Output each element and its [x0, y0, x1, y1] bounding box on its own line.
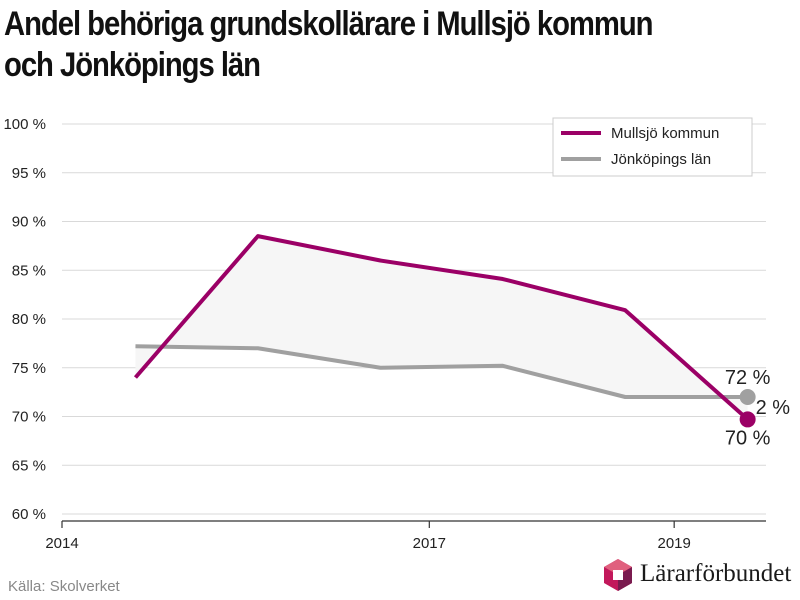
- gridlines: 60 % 65 % 70 % 75 % 80 % 85 % 90 % 95 % 100 %: [3, 116, 766, 523]
- y-tick-label: 100 %: [3, 116, 46, 133]
- chart-title: Andel behöriga grundskollärare i Mullsjö…: [4, 5, 654, 84]
- x-tick-label: 2014: [45, 535, 78, 552]
- x-tick-label: 2019: [657, 535, 690, 552]
- brand-name: Lärarförbundet: [640, 560, 792, 587]
- end-label-jonkoping: 72 %: [725, 367, 771, 389]
- y-tick-label: 80 %: [12, 311, 46, 328]
- end-label-overlap: 2 %: [756, 397, 791, 419]
- y-tick-label: 85 %: [12, 262, 46, 279]
- legend-box: [552, 117, 753, 177]
- brand-logo-icon: [604, 559, 632, 591]
- brand-logo: Lärarförbundet: [602, 556, 792, 594]
- end-label-mullsjo: 70 %: [725, 427, 771, 449]
- series-lines: [133, 234, 749, 421]
- y-tick-label: 60 %: [12, 506, 46, 523]
- difference-band: [135, 236, 748, 420]
- series-line-mullsjo: [133, 234, 749, 421]
- y-tick-label: 65 %: [12, 457, 46, 474]
- x-tick-label: 2017: [413, 535, 446, 552]
- axes: 2014 2017 2019: [45, 520, 766, 552]
- series-line-jonkoping: [135, 344, 748, 399]
- series-endpoint-jonkoping: [739, 389, 756, 405]
- source-note: Källa: Skolverket: [8, 578, 120, 595]
- legend-label: Jönköpings län: [611, 151, 711, 168]
- series-endpoint-mullsjo: [739, 411, 756, 428]
- legend-label: Mullsjö kommun: [611, 125, 719, 142]
- y-tick-label: 90 %: [12, 214, 46, 231]
- y-tick-label: 70 %: [12, 409, 46, 426]
- end-points: 72 % 2 % 70 %: [725, 367, 790, 449]
- y-tick-label: 75 %: [12, 360, 46, 377]
- difference-band-area: [135, 236, 748, 420]
- legend: Mullsjö kommun Jönköpings län: [552, 117, 753, 177]
- y-tick-label: 95 %: [12, 165, 46, 182]
